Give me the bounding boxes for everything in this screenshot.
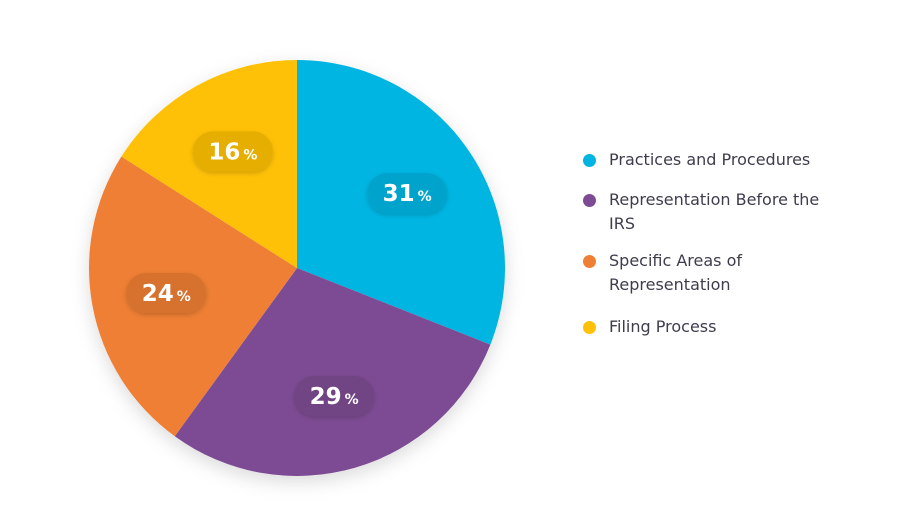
pie-slice-representation-before-the-irs — [174, 268, 491, 477]
legend-label: Representation Before the IRS — [609, 190, 820, 233]
legend-swatch — [583, 154, 596, 167]
pie-slice-label-filing-process: 16% — [192, 131, 273, 172]
pie-slice-value: 24% — [142, 281, 191, 307]
legend-label: Specific Areas of Representation — [609, 251, 743, 294]
pie-slice-label-representation-before-the-irs: 29% — [294, 375, 375, 416]
legend: Practices and Procedures Representation B… — [583, 148, 883, 339]
pie-slice-label-pill — [294, 375, 375, 416]
pie-slice-value: 29% — [310, 384, 359, 410]
legend-item-specific-areas-of-representation: Specific Areas of Representation — [583, 249, 883, 297]
pie-slice-label-pill — [367, 173, 448, 214]
pie-slices — [88, 60, 506, 477]
pie-slice-label-pill — [192, 131, 273, 172]
legend-label: Practices and Procedures — [609, 150, 811, 169]
legend-item-filing-process: Filing Process — [583, 315, 883, 339]
legend-swatch — [583, 255, 596, 268]
legend-item-representation-before-the-irs: Representation Before the IRS — [583, 188, 883, 236]
legend-item-practices-and-procedures: Practices and Procedures — [583, 148, 883, 172]
pie-slice-value: 31% — [383, 181, 432, 207]
pie-slice-value: 16% — [208, 139, 257, 165]
pie-slice-label-practices-and-procedures: 31% — [367, 173, 448, 214]
pie-slice-label-pill — [126, 272, 207, 313]
pie-slice-label-specific-areas-of-representation: 24% — [126, 272, 207, 313]
pie-slice-labels: 31 % 29 % 24 % 16% — [126, 131, 448, 416]
legend-label: Filing Process — [609, 317, 717, 336]
legend-swatch — [583, 194, 596, 207]
legend-swatch — [583, 321, 596, 334]
